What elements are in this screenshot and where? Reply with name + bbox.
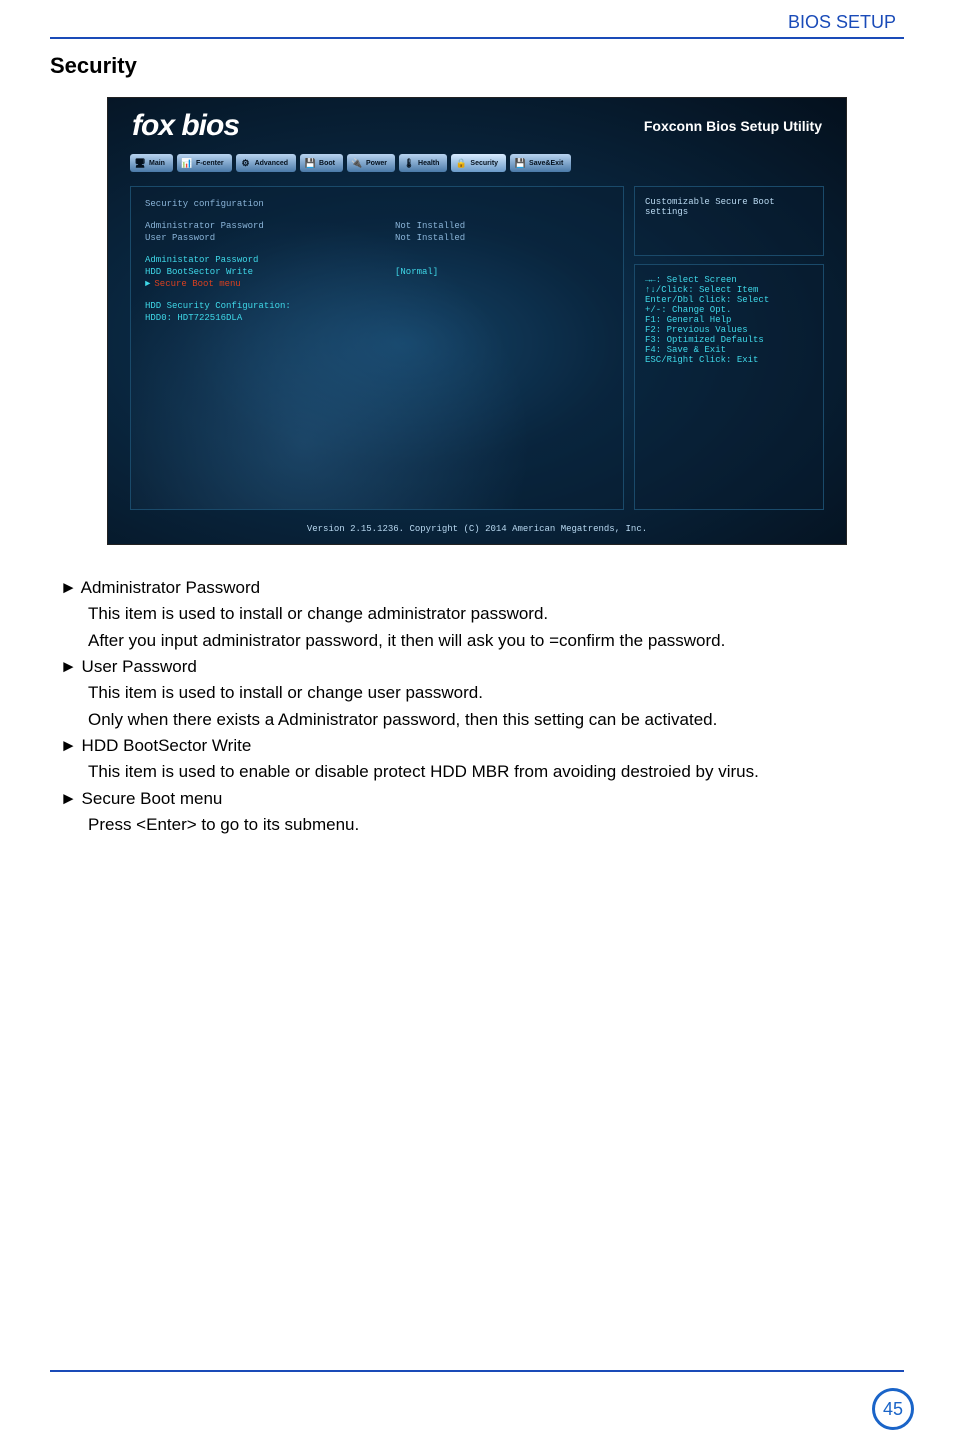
tab-label: Boot — [319, 160, 335, 167]
bios-config-row: HDD Security Configuration: — [145, 301, 609, 311]
content-item-title: ► User Password — [60, 654, 904, 680]
config-label: Administator Password — [145, 255, 395, 265]
bios-config-row: Administrator PasswordNot Installed — [145, 221, 609, 231]
config-label: ►Secure Boot menu — [145, 279, 395, 289]
tab-icon: 🌡 — [403, 157, 415, 169]
tab-icon: ⚙ — [240, 157, 252, 169]
bios-tab-main: 🖥Main — [130, 154, 173, 172]
nav-hint: Enter/Dbl Click: Select — [645, 295, 813, 305]
content-item-title: ► Administrator Password — [60, 575, 904, 601]
tab-label: Power — [366, 160, 387, 167]
content-item-line: This item is used to enable or disable p… — [88, 759, 904, 785]
tab-icon: 🖥 — [134, 157, 146, 169]
bios-config-row: Administator Password — [145, 255, 609, 265]
content-item-line: This item is used to install or change u… — [88, 680, 904, 706]
left-pane-heading: Security configuration — [145, 199, 395, 209]
bios-tab-bar: 🖥Main📊F-center⚙Advanced💾Boot🔌Power🌡Healt… — [108, 154, 846, 178]
content-item-title: ► Secure Boot menu — [60, 786, 904, 812]
tab-label: Health — [418, 160, 439, 167]
body-text: ► Administrator PasswordThis item is use… — [60, 575, 904, 838]
tab-icon: 📊 — [181, 157, 193, 169]
config-label: Administrator Password — [145, 221, 395, 231]
content-item-line: Press <Enter> to go to its submenu. — [88, 812, 904, 838]
bios-left-pane: Security configuration Administrator Pas… — [130, 186, 624, 510]
bios-utility-title: Foxconn Bios Setup Utility — [644, 118, 822, 134]
tab-label: Main — [149, 160, 165, 167]
nav-hint: F3: Optimized Defaults — [645, 335, 813, 345]
config-value: Not Installed — [395, 221, 465, 231]
section-title: Security — [50, 53, 904, 79]
bios-config-row: ►Secure Boot menu — [145, 279, 609, 289]
config-value: Not Installed — [395, 233, 465, 243]
nav-hint: ↑↓/Click: Select Item — [645, 285, 813, 295]
tab-icon: 🔒 — [455, 157, 467, 169]
bios-footer: Version 2.15.1236. Copyright (C) 2014 Am… — [108, 518, 846, 544]
bios-tab-health: 🌡Health — [399, 154, 447, 172]
bios-config-row: User PasswordNot Installed — [145, 233, 609, 243]
config-label: User Password — [145, 233, 395, 243]
nav-hint: F2: Previous Values — [645, 325, 813, 335]
nav-hint: +/-: Change Opt. — [645, 305, 813, 315]
nav-hint: →←: Select Screen — [645, 275, 813, 285]
tab-label: F-center — [196, 160, 224, 167]
config-label: HDD0: HDT722516DLA — [145, 313, 395, 323]
bios-tab-fcenter: 📊F-center — [177, 154, 232, 172]
nav-hint: F1: General Help — [645, 315, 813, 325]
tab-icon: 💾 — [304, 157, 316, 169]
nav-hint: F4: Save & Exit — [645, 345, 813, 355]
tab-icon: 💾 — [514, 157, 526, 169]
content-item-line: Only when there exists a Administrator p… — [88, 707, 904, 733]
content-item-line: After you input administrator password, … — [88, 628, 904, 654]
tab-label: Security — [470, 160, 498, 167]
tab-label: Save&Exit — [529, 160, 563, 167]
bios-screenshot: fox bios Foxconn Bios Setup Utility 🖥Mai… — [107, 97, 847, 545]
bios-tab-advanced: ⚙Advanced — [236, 154, 296, 172]
page-number-badge: 45 — [872, 1388, 914, 1430]
tab-icon: 🔌 — [351, 157, 363, 169]
bios-tab-power: 🔌Power — [347, 154, 395, 172]
header-link[interactable]: BIOS SETUP — [50, 0, 904, 39]
footer-rule — [50, 1370, 904, 1372]
tab-label: Advanced — [255, 160, 288, 167]
bios-config-row: HDD BootSector Write[Normal] — [145, 267, 609, 277]
bios-tab-saveexit: 💾Save&Exit — [510, 154, 571, 172]
content-item-title: ► HDD BootSector Write — [60, 733, 904, 759]
bios-tab-boot: 💾Boot — [300, 154, 343, 172]
bios-help-box: Customizable Secure Boot settings — [634, 186, 824, 256]
bios-brand-logo: fox bios — [132, 109, 239, 143]
bios-config-row: HDD0: HDT722516DLA — [145, 313, 609, 323]
bios-nav-box: →←: Select Screen↑↓/Click: Select ItemEn… — [634, 264, 824, 510]
content-item-line: This item is used to install or change a… — [88, 601, 904, 627]
config-value: [Normal] — [395, 267, 438, 277]
config-label: HDD BootSector Write — [145, 267, 395, 277]
bios-tab-security: 🔒Security — [451, 154, 506, 172]
config-label: HDD Security Configuration: — [145, 301, 395, 311]
nav-hint: ESC/Right Click: Exit — [645, 355, 813, 365]
